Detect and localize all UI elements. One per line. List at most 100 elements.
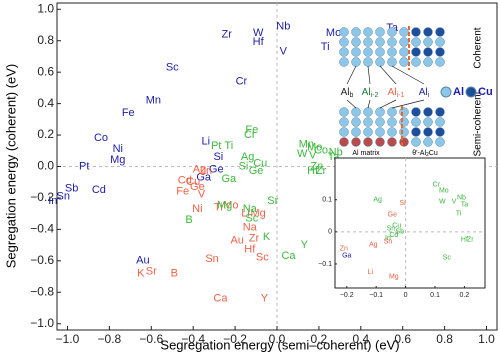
point-label: Ni bbox=[113, 143, 123, 155]
site-label: Ali bbox=[419, 87, 430, 99]
site-base: Al bbox=[362, 87, 371, 98]
atom bbox=[387, 117, 397, 127]
atom bbox=[339, 27, 349, 37]
site-base: Al bbox=[341, 87, 350, 98]
atom bbox=[435, 137, 445, 147]
point-label: Hf bbox=[253, 36, 265, 48]
point-label: Nb bbox=[329, 146, 343, 158]
point-label: W bbox=[439, 198, 446, 205]
atom bbox=[363, 137, 373, 147]
point-label: Li bbox=[201, 135, 210, 147]
point-label: Ag bbox=[193, 164, 206, 176]
point-label: Sn bbox=[57, 190, 70, 202]
point-label: Au bbox=[230, 234, 243, 246]
y-tick-label: −0.2 bbox=[30, 190, 54, 204]
site-arrow bbox=[367, 99, 371, 109]
atom bbox=[399, 47, 409, 57]
point-label: W bbox=[253, 27, 264, 39]
atom bbox=[351, 107, 361, 117]
site-arrow bbox=[391, 99, 425, 109]
point-label: Cu bbox=[392, 222, 401, 229]
point-label: Y bbox=[301, 239, 309, 251]
point-label: Mg bbox=[110, 154, 125, 166]
site-arrow bbox=[391, 65, 425, 85]
point-label: Ga bbox=[196, 171, 212, 183]
x-tick-label: 0 bbox=[404, 292, 408, 299]
atom bbox=[351, 57, 361, 67]
site-base: Al bbox=[388, 87, 397, 98]
atom bbox=[399, 107, 409, 117]
atom bbox=[339, 57, 349, 67]
site-arrow bbox=[367, 65, 371, 85]
atom bbox=[399, 137, 409, 147]
point-label: Li bbox=[368, 269, 374, 276]
matrix-label: Al matrix bbox=[352, 150, 380, 157]
x-tick-label: 0.2 bbox=[311, 332, 328, 346]
point-label: Hf bbox=[461, 237, 468, 244]
point-label: Ni bbox=[192, 203, 202, 215]
point-label: Ge bbox=[209, 164, 224, 176]
atom bbox=[435, 107, 445, 117]
atom bbox=[375, 137, 385, 147]
point-label: Na bbox=[243, 222, 258, 234]
atom bbox=[363, 107, 373, 117]
atom bbox=[375, 47, 385, 57]
point-label: Mo bbox=[223, 200, 238, 212]
atom bbox=[411, 117, 421, 127]
atom bbox=[423, 27, 433, 37]
atom bbox=[339, 127, 349, 137]
y-tick-label: −0.1 bbox=[318, 261, 332, 268]
point-label: Sn bbox=[387, 225, 396, 232]
atom bbox=[411, 37, 421, 47]
plot-frame bbox=[334, 157, 486, 289]
precipitate-label: θ′-Al2Cu bbox=[412, 150, 438, 158]
atom bbox=[387, 47, 397, 57]
atom bbox=[435, 47, 445, 57]
point-label: Cu bbox=[253, 157, 267, 169]
point-label: Ti bbox=[214, 201, 223, 213]
atom bbox=[423, 117, 433, 127]
precipitate-part: Cu bbox=[429, 150, 438, 157]
legend-atom bbox=[465, 86, 477, 98]
atom bbox=[375, 37, 385, 47]
site-sub: i-2 bbox=[371, 92, 379, 99]
atom bbox=[387, 107, 397, 117]
point-label: Cd bbox=[178, 175, 192, 187]
point-label: Co bbox=[314, 145, 328, 157]
atom bbox=[375, 127, 385, 137]
point-label: Ag bbox=[369, 242, 378, 249]
point-label: Sr bbox=[267, 195, 278, 207]
point-label: V bbox=[309, 149, 317, 161]
x-tick-label: 0.2 bbox=[460, 292, 470, 299]
panel-label: Coherent bbox=[473, 27, 484, 68]
point-label: Sc bbox=[256, 252, 269, 264]
atom bbox=[339, 37, 349, 47]
y-tick-label: 0.2 bbox=[37, 127, 54, 141]
point-label: Mn bbox=[146, 94, 161, 106]
point-label: Sb bbox=[395, 229, 404, 236]
point-label: W bbox=[297, 148, 308, 160]
site-arrow bbox=[379, 65, 397, 85]
point-label: Zr bbox=[222, 28, 233, 40]
y-tick-label: 0.6 bbox=[37, 64, 54, 78]
legend-atom bbox=[440, 86, 452, 98]
site-arrow bbox=[346, 65, 357, 85]
atom bbox=[423, 137, 433, 147]
point-label: B bbox=[185, 214, 192, 226]
point-label: Zn bbox=[310, 160, 323, 172]
atom bbox=[351, 117, 361, 127]
x-tick-label: −0.8 bbox=[98, 332, 122, 346]
site-label: Ali-1 bbox=[388, 87, 405, 99]
x-tick-label: 0.0 bbox=[269, 332, 286, 346]
point-label: Cr bbox=[433, 181, 441, 188]
point-label: Sb bbox=[65, 182, 78, 194]
atom bbox=[423, 47, 433, 57]
point-label: Ga bbox=[221, 173, 237, 185]
y-tick-label: 0 bbox=[328, 229, 332, 236]
atom bbox=[423, 107, 433, 117]
point-label: Nb bbox=[457, 195, 466, 202]
point-label: Na bbox=[243, 203, 258, 215]
point-label: Sc bbox=[166, 61, 179, 73]
atom bbox=[363, 27, 373, 37]
